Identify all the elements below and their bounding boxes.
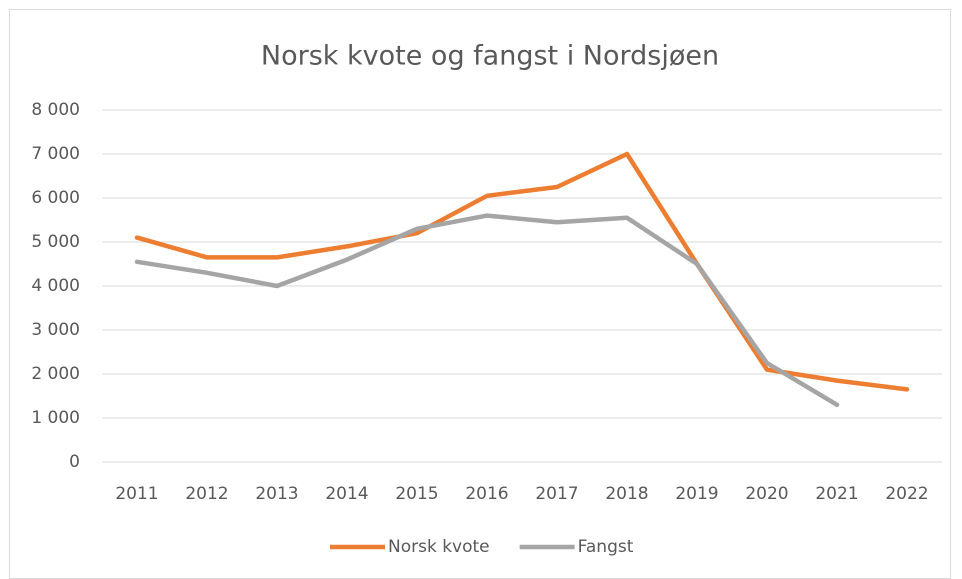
y-tick-label: 1 000 [31,408,80,428]
x-tick-label: 2011 [115,484,158,504]
x-tick-label: 2019 [675,484,718,504]
x-tick-label: 2017 [535,484,578,504]
x-tick-label: 2013 [255,484,298,504]
legend-label: Fangst [578,537,634,557]
y-tick-label: 8 000 [31,100,80,120]
y-tick-label: 3 000 [31,320,80,340]
y-tick-label: 4 000 [31,276,80,296]
x-tick-label: 2020 [745,484,788,504]
chart-border [9,9,951,579]
x-tick-label: 2012 [185,484,228,504]
legend-label: Norsk kvote [388,537,490,557]
x-tick-label: 2016 [465,484,508,504]
y-tick-label: 5 000 [31,232,80,252]
x-tick-label: 2015 [395,484,438,504]
y-tick-label: 2 000 [31,364,80,384]
y-tick-label: 0 [69,452,80,472]
x-tick-label: 2021 [815,484,858,504]
y-tick-label: 7 000 [31,144,80,164]
x-tick-label: 2014 [325,484,368,504]
series-line [134,213,840,408]
y-tick-label: 6 000 [31,188,80,208]
x-tick-label: 2022 [885,484,928,504]
chart-title: Norsk kvote og fangst i Nordsjøen [261,41,719,72]
x-tick-label: 2018 [605,484,648,504]
